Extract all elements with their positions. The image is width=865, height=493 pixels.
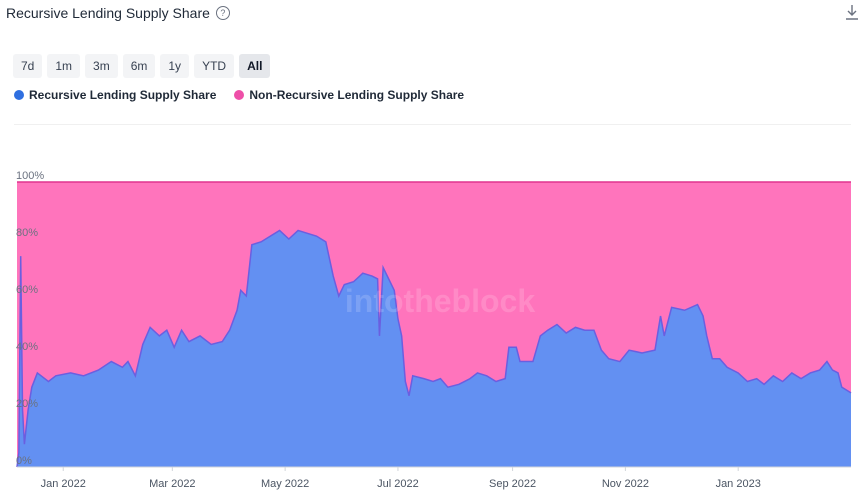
question-circle-icon[interactable]: ?	[215, 6, 230, 20]
y-tick-label: 60%	[16, 284, 38, 296]
range-button-all[interactable]: All	[239, 54, 271, 78]
recursive-line	[16, 229, 852, 468]
chart-header: Recursive Lending Supply Share ?	[6, 5, 230, 21]
legend-item-recursive[interactable]: Recursive Lending Supply Share	[14, 88, 216, 102]
x-tick-label: Jan 2022	[41, 478, 86, 490]
range-button-7d[interactable]: 7d	[13, 54, 43, 78]
x-tick-label: Jul 2022	[377, 478, 419, 490]
time-range-selector: 7d 1m 3m 6m 1y YTD All	[13, 54, 271, 78]
range-button-6m[interactable]: 6m	[122, 54, 156, 78]
range-button-1m[interactable]: 1m	[47, 54, 81, 78]
y-tick-label: 80%	[16, 227, 38, 239]
legend-marker	[234, 90, 245, 100]
y-tick-label: 20%	[16, 398, 38, 410]
x-tick-label: Nov 2022	[602, 478, 649, 490]
chart-legend: Recursive Lending Supply Share Non-Recurs…	[14, 88, 464, 102]
non-recursive-area	[17, 182, 851, 467]
y-tick-label: 40%	[16, 341, 38, 353]
recursive-area	[17, 230, 851, 467]
x-tick-label: Jan 2023	[716, 478, 761, 490]
x-tick-label: Mar 2022	[149, 478, 195, 490]
chart-title: Recursive Lending Supply Share	[6, 5, 210, 21]
legend-item-non-recursive[interactable]: Non-Recursive Lending Supply Share	[234, 88, 464, 102]
download-icon[interactable]	[845, 4, 859, 20]
watermark: intotheblock	[345, 283, 535, 319]
y-tick-label: 0%	[16, 455, 32, 467]
legend-marker	[14, 90, 24, 100]
x-tick-label: May 2022	[261, 478, 309, 490]
y-tick-label: 100%	[16, 170, 44, 182]
range-button-1y[interactable]: 1y	[160, 54, 190, 78]
legend-label: Non-Recursive Lending Supply Share	[249, 88, 465, 102]
range-button-ytd[interactable]: YTD	[194, 54, 235, 78]
x-tick-label: Sep 2022	[489, 478, 536, 490]
legend-label: Recursive Lending Supply Share	[29, 88, 217, 102]
range-button-3m[interactable]: 3m	[85, 54, 118, 78]
divider	[14, 124, 851, 125]
